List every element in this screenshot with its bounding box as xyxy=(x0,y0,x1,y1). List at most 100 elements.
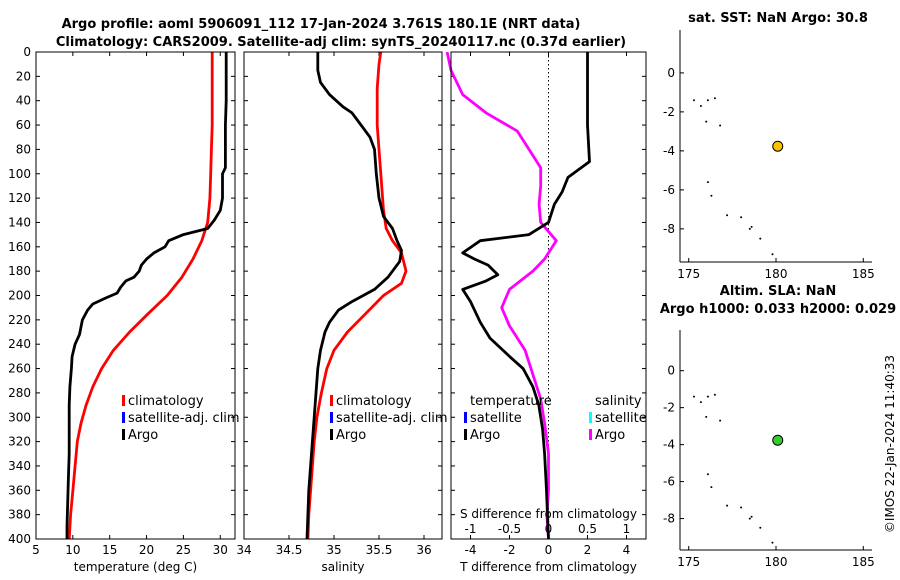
x-tick-label: 20 xyxy=(139,543,154,557)
coast-point xyxy=(726,214,729,217)
y-tick-label: 360 xyxy=(8,483,31,497)
map-x-tick-label: 180 xyxy=(765,555,788,569)
legend-salinity-entry-swatch xyxy=(589,412,592,423)
x-tick-label: 34 xyxy=(236,543,251,557)
series-line-argo xyxy=(305,52,403,540)
imos-timestamp: ©IMOS 22-Jan-2024 11:40:33 xyxy=(883,355,897,533)
legend-entry-text: satellite-adj. clim xyxy=(128,411,240,426)
plot-frame xyxy=(243,51,443,540)
map-x-tick-label: 180 xyxy=(765,267,788,281)
coast-point xyxy=(710,486,713,489)
legend-temperature-entry-text: Argo xyxy=(470,428,500,443)
sst-map: 0 -2 -4 -6 -8 175 180 185 xyxy=(663,30,875,281)
map-y-tick-label: -8 xyxy=(663,512,675,526)
coast-point xyxy=(699,401,702,404)
map-x-tick-label: 175 xyxy=(677,555,700,569)
y-tick-label: 260 xyxy=(8,362,31,376)
map-y-tick-label: -4 xyxy=(663,144,675,158)
x-axis-label: T difference from climatology xyxy=(459,560,637,574)
map-y-tick-label: -2 xyxy=(663,401,675,415)
x-tick-label: 5 xyxy=(32,543,40,557)
coast-point xyxy=(748,517,751,520)
map-x-tick-label: 185 xyxy=(852,267,875,281)
x-tick-label: 0 xyxy=(545,543,553,557)
x-tick-label: 36 xyxy=(416,543,431,557)
y-tick-label: 60 xyxy=(16,118,31,132)
sla-map: 0 -2 -4 -6 -8 175 180 185 xyxy=(663,330,875,569)
legend-salinity-entry-text: Argo xyxy=(595,428,625,443)
legend-temperature-entry-swatch xyxy=(464,412,467,423)
legend-entry-swatch xyxy=(330,429,333,440)
x-tick-label: 4 xyxy=(623,543,631,557)
x-tick-label: -2 xyxy=(504,543,516,557)
series-line-s-difference xyxy=(445,51,558,540)
x-tick-label: 35 xyxy=(326,543,341,557)
y-tick-label: 40 xyxy=(16,94,31,108)
figure-title-line1: Argo profile: aoml 5906091_112 17-Jan-20… xyxy=(62,17,581,32)
legend-entry-swatch xyxy=(122,395,125,406)
y-tick-label: 300 xyxy=(8,410,31,424)
y-tick-label: 20 xyxy=(16,69,31,83)
y-tick-label: 140 xyxy=(8,215,31,229)
coast-point xyxy=(771,541,774,544)
coast-point xyxy=(740,506,743,509)
coast-point xyxy=(706,473,709,476)
coast-point xyxy=(750,225,753,228)
coast-point xyxy=(713,393,716,396)
coast-point xyxy=(706,395,709,398)
y-tick-label: 240 xyxy=(8,337,31,351)
s-tick-label: 1 xyxy=(623,522,631,536)
coast-point xyxy=(713,97,716,100)
legend-temperature-entry-text: satellite xyxy=(470,411,522,426)
coast-point xyxy=(748,227,751,230)
s-tick-label: -1 xyxy=(465,522,477,536)
coast-point xyxy=(706,99,709,102)
y-tick-label: 400 xyxy=(8,532,31,546)
legend-entry-swatch xyxy=(122,412,125,423)
map-y-tick-label: 0 xyxy=(667,364,675,378)
series-line-t-difference xyxy=(461,52,591,540)
map-y-tick-label: 0 xyxy=(667,66,675,80)
coast-point xyxy=(705,415,708,418)
y-tick-label: 120 xyxy=(8,191,31,205)
coast-point xyxy=(710,194,713,197)
argo-location-marker xyxy=(772,434,784,446)
legend-entry-text: climatology xyxy=(128,394,204,409)
series-line-climatology xyxy=(67,52,214,540)
coast-point xyxy=(699,105,702,107)
plot-frame xyxy=(35,51,236,540)
y-tick-label: 220 xyxy=(8,313,31,327)
x-axis-label: salinity xyxy=(321,560,364,574)
coast-point xyxy=(719,419,722,422)
x-tick-label: 30 xyxy=(213,543,228,557)
x-tick-label: 2 xyxy=(584,543,592,557)
coast-point xyxy=(771,253,774,256)
y-tick-label: 100 xyxy=(8,167,31,181)
coast-point xyxy=(740,216,743,219)
legend-entry-text: satellite-adj. clim xyxy=(336,411,448,426)
map-x-tick-label: 175 xyxy=(677,267,700,281)
argo-location-marker xyxy=(772,140,784,152)
y-tick-label: 320 xyxy=(8,435,31,449)
x-tick-label: 34.5 xyxy=(276,543,303,557)
legend-entry-text: climatology xyxy=(336,394,412,409)
plot-frame xyxy=(450,51,647,540)
x-tick-label: 15 xyxy=(102,543,117,557)
legend-entry-swatch xyxy=(122,429,125,440)
map-y-tick-label: -6 xyxy=(663,183,675,197)
y-tick-label: 160 xyxy=(8,240,31,254)
x-tick-label: 25 xyxy=(176,543,191,557)
salinity-chart: 34 34.5 35 35.5 36 salinity climatology satelli… xyxy=(236,51,448,574)
coast-point xyxy=(759,526,762,529)
map-y-tick-label: -4 xyxy=(663,438,675,452)
x-tick-label: 10 xyxy=(65,543,80,557)
legend-temperature-entry-text: temperature xyxy=(470,394,552,409)
map-x-tick-label: 185 xyxy=(852,555,875,569)
map-y-tick-label: -6 xyxy=(663,475,675,489)
x-axis-label: temperature (deg C) xyxy=(74,560,197,574)
y-tick-label: 340 xyxy=(8,459,31,473)
coast-point xyxy=(705,120,708,123)
coast-point xyxy=(693,99,695,102)
